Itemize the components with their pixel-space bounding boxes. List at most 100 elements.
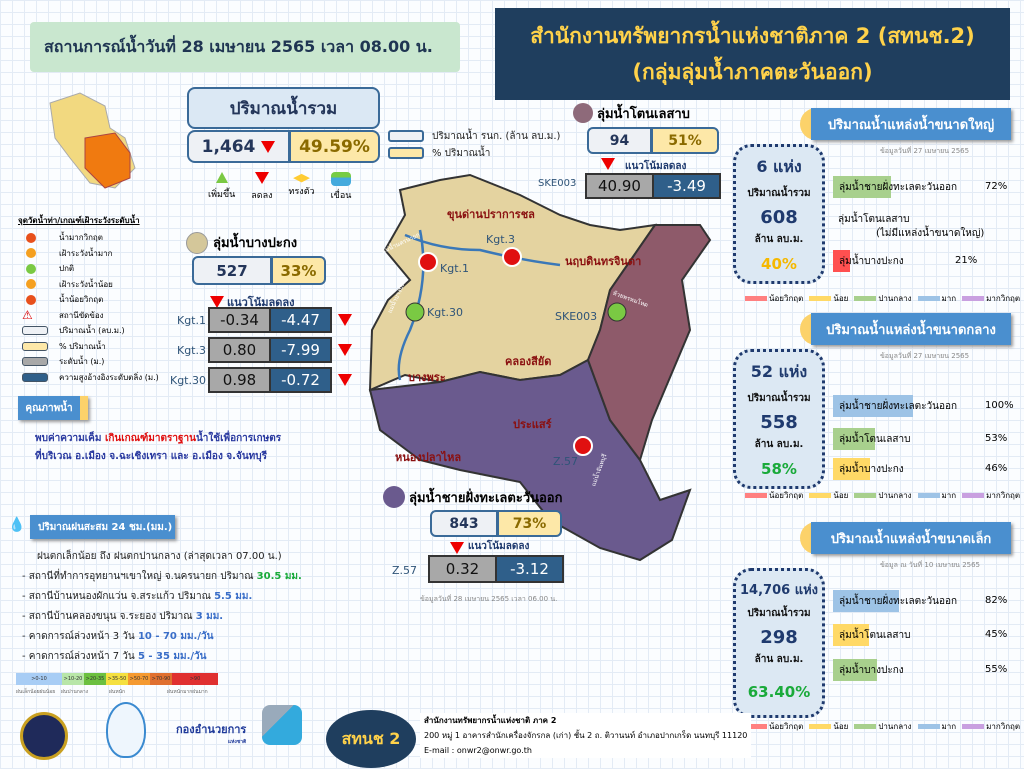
bar-percent: 72% — [985, 181, 1008, 192]
warning-icon: ⚠ — [22, 308, 33, 323]
rain-scale-cell: >50-70 — [128, 673, 150, 685]
command-center-logo: กองอำนวยการ แห่งชาติ — [176, 723, 247, 745]
rain-item: - สถานีบ้านหนองผักแว่น จ.สระแก้ว ปริมาณ … — [22, 591, 253, 602]
tonlesap-title: ลุ่มน้ำโตนเลสาบ — [597, 107, 690, 122]
status-legend: น้อยวิกฤต น้อย ปานกลาง มาก มากวิกฤต — [745, 489, 1020, 502]
water-quality-button[interactable]: คุณภาพน้ำ — [18, 396, 88, 420]
rain-scale: >0-10 >10-20 >20-35 >35-50 >50-70 >70-90 >90 — [16, 673, 218, 685]
dam-icon — [330, 172, 351, 186]
legend-item: เฝ้าระวังน้ำน้อย — [22, 277, 159, 293]
situation-header: สถานการณ์น้ำวันที่ 28 เมษายน 2565 เวลา 0… — [30, 22, 460, 72]
total-value: 1,464 — [187, 130, 290, 163]
rain-item: - คาดการณ์ล่วงหน้า 3 วัน 10 - 70 มม./วัน — [22, 631, 214, 642]
total-title: ปริมาณน้ำรวม — [187, 87, 380, 129]
station-label: Kgt.1 — [440, 262, 470, 275]
legend-item: เฝ้าระวังน้ำมาก — [22, 246, 159, 262]
thailand-water-logo — [262, 705, 302, 745]
bar-fill — [833, 395, 913, 417]
rain-scale-cell: >90 — [172, 673, 218, 685]
steady-arrows-icon: ◀▶ — [293, 171, 311, 184]
rain-scale-cell: >0-10 — [16, 673, 62, 685]
station-status-icon — [26, 232, 36, 243]
station-status-icon — [26, 248, 36, 259]
legend-item: ปริมาณน้ำ (ลบ.ม.) — [22, 323, 159, 339]
up-triangle-icon — [215, 172, 228, 183]
tonlesap-station-level: 40.90 -3.49 — [585, 173, 721, 199]
rain-scale-cell: >10-20 — [62, 673, 84, 685]
down-triangle-icon — [338, 344, 352, 356]
bar-label: ลุ่มน้ำชายฝั่งทะเลตะวันออก — [839, 400, 958, 412]
legend-swatch — [22, 341, 48, 351]
rain-summary: ฝนตกเล็กน้อย ถึง ฝนตกปานกลาง (ล่าสุดเวลา… — [37, 551, 282, 562]
bangpakong-value: 527 — [192, 256, 272, 285]
tonlesap-value: 94 — [587, 127, 652, 154]
small-date: ข้อมูล ณ วันที่ 10 เมษายน 2565 — [880, 561, 981, 569]
station-label: SKE003 — [555, 310, 598, 323]
down-triangle-icon — [261, 140, 276, 153]
bar-note: (ไม่มีแหล่งน้ำขนาดใหญ่) — [876, 228, 985, 239]
rain-scale-names: ฝนเล็กน้อยฝนน้อย ฝนปานกลาง ฝนหนัก ฝนหนักมาก… — [16, 689, 208, 695]
legend-item: ระดับน้ำ (ม.) — [22, 354, 159, 370]
station-label: Kgt.30 — [427, 306, 464, 319]
legend-item: ความสูงอ้างอิงระดับตลิ่ง (ม.) — [22, 370, 159, 386]
eastcoast-date: ข้อมูลวันที่ 28 เมษายน 2565 เวลา 06.00 น… — [420, 595, 558, 603]
thailand-locator-map — [49, 92, 136, 189]
total-percent: 49.59% — [289, 130, 380, 163]
bar-label: ลุ่มน้ำโตนเลสาบ — [838, 214, 910, 225]
rain-item: - คาดการณ์ล่วงหน้า 7 วัน 5 - 35 มม./วัน — [22, 651, 207, 662]
bar-label: ลุ่มน้ำบางปะกง — [839, 255, 904, 267]
bar-label: ลุ่มน้ำบางปะกง — [839, 664, 904, 676]
bar-label: ลุ่มน้ำชายฝั่งทะเลตะวันออก — [839, 181, 958, 193]
dam-label: ประแสร์ — [513, 418, 552, 431]
legend-item: ⚠ สถานีขัดข้อง — [22, 308, 104, 323]
legend-item: % ปริมาณน้ำ — [22, 339, 159, 355]
legend-item: ปกติ — [22, 261, 159, 277]
bangpakong-title: ลุ่มน้ำบางปะกง — [213, 236, 298, 251]
legend-swatch — [22, 326, 48, 336]
bar-label: ลุ่มน้ำโตนเลสาบ — [839, 629, 911, 641]
large-reservoir-title: ปริมาณน้ำแหล่งน้ำขนาดใหญ่ — [811, 108, 1011, 140]
bangpakong-trend: แนวโน้มลดลง — [227, 296, 295, 309]
dam-label: คลองสียัด — [505, 355, 552, 368]
bar-percent: 45% — [985, 629, 1008, 640]
medium-date: ข้อมูลวันที่ 27 เมษายน 2565 — [880, 352, 970, 360]
water-quality-text: พบค่าความเค็ม เกินเกณฑ์มาตราฐานน้ำใช้เพื… — [35, 433, 282, 462]
large-date: ข้อมูลวันที่ 27 เมษายน 2565 — [880, 147, 970, 155]
rain-list: - สถานีที่ทำการอุทยานฯเขาใหญ่ จ.นครนายก … — [22, 567, 302, 667]
eastcoast-trend: แนวโน้มลดลง — [468, 541, 530, 552]
station-status-icon — [26, 294, 36, 305]
raindrop-icon: 💧 — [8, 517, 26, 533]
down-triangle-icon — [210, 296, 224, 308]
bar-percent: 100% — [985, 400, 1014, 411]
station-kgt3-marker — [502, 247, 522, 267]
rain-scale-cell: >35-50 — [106, 673, 128, 685]
bar-percent: 55% — [985, 664, 1008, 675]
legend-percent-label: % ปริมาณน้ำ — [432, 148, 491, 159]
down-triangle-icon — [450, 542, 464, 554]
ministry-seal-logo — [20, 712, 68, 760]
station-z57-marker — [573, 436, 593, 456]
tonlesap-trend: แนวโน้มลดลง — [625, 161, 687, 172]
eastcoast-percent: 73% — [497, 510, 562, 537]
station-kgt1-marker — [418, 252, 438, 272]
bar-percent: 21% — [955, 255, 978, 266]
station-id: Z.57 — [392, 564, 418, 577]
small-summary: 14,706 แห่ง ปริมาณน้ำรวม 298 ล้าน ลบ.ม. … — [733, 568, 825, 718]
legend-item: น้ำน้อยวิกฤต — [22, 292, 159, 308]
down-triangle-icon — [254, 172, 269, 184]
dam-label: หนองปลาไหล — [395, 451, 462, 464]
eastcoast-title: ลุ่มน้ำชายฝั่งทะเลตะวันออก — [409, 491, 563, 506]
dam-label: นฤบดินทรจินดา — [565, 255, 642, 268]
down-triangle-icon — [601, 158, 615, 170]
station-label: Kgt.3 — [486, 233, 516, 246]
status-legend: น้อยวิกฤต น้อย ปานกลาง มาก มากวิกฤต — [745, 720, 1020, 733]
station-status-icon — [26, 263, 36, 274]
onwr2-badge: สทนช 2 — [326, 710, 416, 768]
bar-fill — [833, 176, 891, 198]
bangpakong-stations: Kgt.1 -0.34 -4.47 Kgt.3 0.80 -7.99 Kgt.30 0.98-… — [160, 307, 352, 397]
bar-fill — [833, 590, 899, 612]
station-row: Kgt.30 0.98 -0.72 — [160, 367, 352, 393]
eastcoast-value: 843 — [430, 510, 498, 537]
bangpakong-percent: 33% — [271, 256, 326, 285]
status-legend: น้อยวิกฤต น้อย ปานกลาง มาก มากวิกฤต — [745, 292, 1020, 305]
